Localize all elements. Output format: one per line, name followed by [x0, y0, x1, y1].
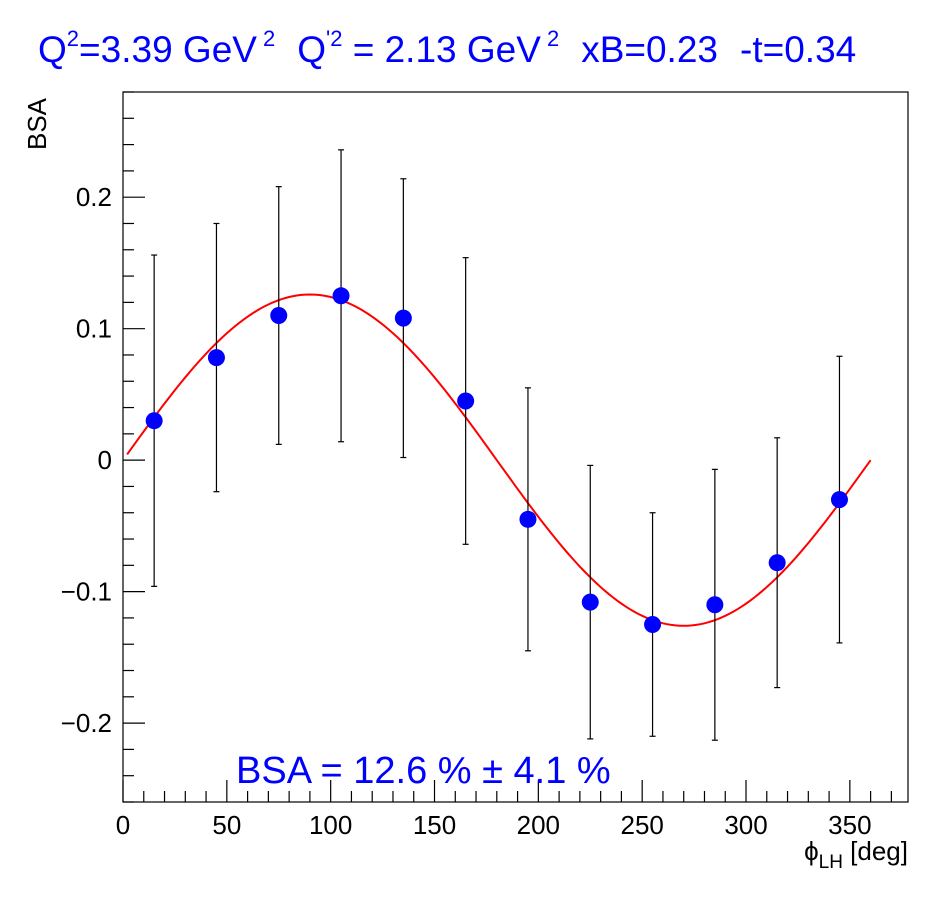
x-tick-label: 100 [309, 810, 352, 840]
fit-curve-group [126, 293, 872, 627]
plot-frame [122, 91, 909, 803]
data-point [644, 616, 662, 633]
data-point [394, 309, 412, 327]
title-qp2-unit-sup: 2 [547, 26, 559, 51]
x-tick-label: 200 [517, 810, 560, 840]
title-qp2: Q [297, 29, 326, 70]
title-xb: xB=0.23 [581, 29, 718, 70]
x-axis-label-main: ϕ [804, 836, 819, 866]
x-axis-label-unit: [deg] [843, 836, 908, 866]
fit-curve [126, 293, 872, 627]
chart-title: Q2=3.39 GeV 2 Q'2 = 2.13 GeV 2 xB=0.23 -t=0.3… [38, 26, 856, 70]
tick-labels: 0 50 100 150 200 250 300 350 −0.2 −0.1 0 0.1 0.2 [61, 182, 872, 840]
data-point [706, 596, 724, 614]
y-tick-label: 0.2 [76, 182, 112, 212]
x-tick-label: 350 [828, 810, 871, 840]
error-bars [151, 149, 843, 741]
x-tick-label: 300 [724, 810, 767, 840]
axis-ticks [122, 91, 892, 803]
data-point [145, 412, 163, 430]
data-point [581, 593, 599, 611]
data-point [519, 510, 537, 528]
data-point [332, 287, 350, 305]
x-tick-label: 50 [212, 810, 241, 840]
x-axis-label: ϕLH [deg] [804, 836, 908, 873]
data-point [768, 554, 786, 572]
bsa-annotation: BSA = 12.6 % ± 4.1 % [236, 750, 611, 792]
title-t: -t=0.34 [740, 29, 856, 70]
title-q2-unit-sup: 2 [263, 26, 275, 51]
data-points [145, 287, 848, 633]
y-axis-label: BSA [22, 97, 52, 150]
title-qp2-sup: '2 [326, 26, 342, 51]
data-point [270, 307, 288, 325]
data-point [457, 392, 475, 410]
title-q2: Q [38, 29, 67, 70]
x-tick-label: 250 [620, 810, 663, 840]
title-q2-sup: 2 [67, 26, 79, 51]
y-tick-label: −0.1 [61, 577, 112, 607]
title-q2-val: =3.39 GeV [79, 29, 257, 70]
data-point [830, 491, 848, 509]
y-tick-label: −0.2 [61, 708, 112, 738]
data-point [207, 349, 225, 367]
x-tick-label: 0 [116, 810, 130, 840]
title-qp2-val: = 2.13 GeV [342, 29, 541, 70]
y-tick-label: 0.1 [76, 314, 112, 344]
x-axis-label-sub: LH [819, 852, 843, 873]
x-tick-label: 150 [413, 810, 456, 840]
y-tick-label: 0 [98, 445, 112, 475]
